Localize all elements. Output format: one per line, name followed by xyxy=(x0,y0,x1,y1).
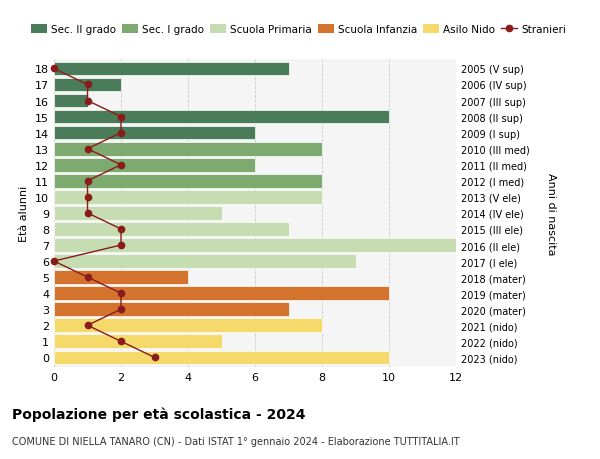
Bar xyxy=(54,78,121,92)
Bar xyxy=(54,207,221,220)
Y-axis label: Età alunni: Età alunni xyxy=(19,185,29,241)
Y-axis label: Anni di nascita: Anni di nascita xyxy=(546,172,556,255)
Bar xyxy=(54,239,490,252)
Bar xyxy=(54,319,322,332)
Bar xyxy=(54,127,255,140)
Legend: Sec. II grado, Sec. I grado, Scuola Primaria, Scuola Infanzia, Asilo Nido, Stran: Sec. II grado, Sec. I grado, Scuola Prim… xyxy=(31,25,566,35)
Bar xyxy=(54,287,389,300)
Bar xyxy=(54,62,289,76)
Bar xyxy=(54,111,389,124)
Bar xyxy=(54,223,289,236)
Text: COMUNE DI NIELLA TANARO (CN) - Dati ISTAT 1° gennaio 2024 - Elaborazione TUTTITA: COMUNE DI NIELLA TANARO (CN) - Dati ISTA… xyxy=(12,436,460,446)
Bar xyxy=(54,95,88,108)
Bar xyxy=(54,351,389,364)
Text: Popolazione per età scolastica - 2024: Popolazione per età scolastica - 2024 xyxy=(12,406,305,421)
Bar xyxy=(54,174,322,188)
Bar xyxy=(54,271,188,284)
Bar xyxy=(54,303,289,316)
Bar xyxy=(54,190,322,204)
Bar xyxy=(54,255,355,269)
Bar xyxy=(54,335,221,348)
Bar xyxy=(54,158,255,172)
Bar xyxy=(54,143,322,156)
